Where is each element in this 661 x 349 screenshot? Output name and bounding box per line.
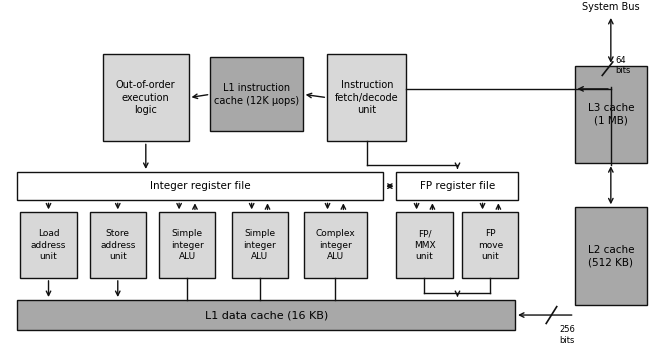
FancyBboxPatch shape [397,172,518,200]
Text: Instruction
fetch/decode
unit: Instruction fetch/decode unit [335,80,399,116]
Text: FP/
MMX
unit: FP/ MMX unit [414,229,436,261]
FancyBboxPatch shape [327,54,407,141]
FancyBboxPatch shape [210,57,303,131]
Text: Simple
integer
ALU: Simple integer ALU [243,229,276,261]
Text: Simple
integer
ALU: Simple integer ALU [171,229,204,261]
FancyBboxPatch shape [159,212,215,278]
FancyBboxPatch shape [574,207,647,305]
Text: Store
address
unit: Store address unit [100,229,136,261]
Text: L2 cache
(512 KB): L2 cache (512 KB) [588,245,634,267]
FancyBboxPatch shape [90,212,146,278]
Text: 256
bits: 256 bits [559,325,575,344]
Text: Out-of-order
execution
logic: Out-of-order execution logic [116,80,176,116]
FancyBboxPatch shape [17,172,383,200]
Text: Complex
integer
ALU: Complex integer ALU [315,229,356,261]
FancyBboxPatch shape [397,212,453,278]
FancyBboxPatch shape [17,300,515,330]
Text: L1 instruction
cache (12K μops): L1 instruction cache (12K μops) [214,83,299,106]
FancyBboxPatch shape [231,212,288,278]
Text: L3 cache
(1 MB): L3 cache (1 MB) [588,103,634,126]
Text: FP register file: FP register file [420,181,495,191]
FancyBboxPatch shape [463,212,518,278]
FancyBboxPatch shape [20,212,77,278]
FancyBboxPatch shape [103,54,188,141]
Text: L1 data cache (16 KB): L1 data cache (16 KB) [204,310,328,320]
Text: Integer register file: Integer register file [150,181,251,191]
Text: Load
address
unit: Load address unit [31,229,66,261]
Text: System Bus: System Bus [582,2,640,12]
Text: FP
move
unit: FP move unit [478,229,503,261]
FancyBboxPatch shape [304,212,367,278]
FancyBboxPatch shape [574,66,647,163]
Text: 64
bits: 64 bits [615,55,631,75]
